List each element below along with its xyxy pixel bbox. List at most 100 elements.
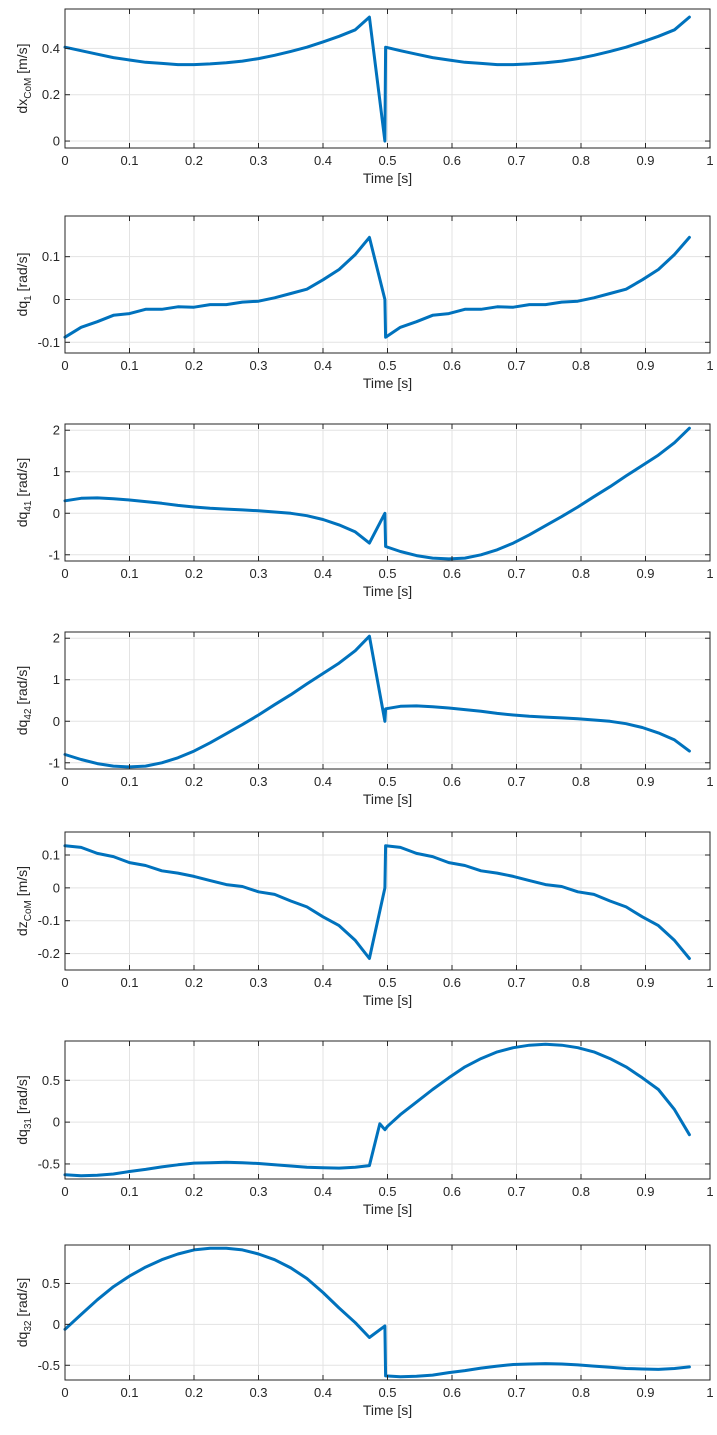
y-axis-label: dq32 [rad/s] <box>14 1278 34 1348</box>
x-tick-label: 0.7 <box>507 975 525 990</box>
y-axis-label: dxCoM [m/s] <box>14 43 34 113</box>
x-tick-label: 0.9 <box>636 1385 654 1400</box>
series-line <box>63 235 691 339</box>
y-tick-label: 0.2 <box>42 87 60 102</box>
x-tick-label: 0.8 <box>572 975 590 990</box>
y-label-unit: [rad/s] <box>14 666 30 709</box>
y-label-subscript: CoM <box>23 900 34 921</box>
x-tick-label: 1 <box>706 1385 713 1400</box>
y-label-base: dx <box>14 99 30 114</box>
x-tick-label: 0.7 <box>507 1385 525 1400</box>
y-tick-label: 0 <box>53 1115 60 1130</box>
x-tick-label: 0.4 <box>314 358 332 373</box>
x-tick-label: 0.3 <box>249 1385 267 1400</box>
x-tick-label: 1 <box>706 153 713 168</box>
x-axis-label: Time [s] <box>363 1402 412 1418</box>
x-tick-label: 0.4 <box>314 1385 332 1400</box>
y-tick-label: 2 <box>53 631 60 646</box>
y-tick-label: -0.5 <box>38 1156 60 1171</box>
x-tick-label: 0.6 <box>443 358 461 373</box>
y-label-base: dz <box>14 921 30 936</box>
x-tick-label: 0.7 <box>507 1184 525 1199</box>
x-tick-label: 0.6 <box>443 566 461 581</box>
x-tick-label: 0.6 <box>443 153 461 168</box>
y-tick-label: 0.4 <box>42 41 60 56</box>
y-tick-label: 0.1 <box>42 848 60 863</box>
x-tick-label: 0.7 <box>507 358 525 373</box>
x-tick-label: 0.9 <box>636 358 654 373</box>
x-axis-label: Time [s] <box>363 791 412 807</box>
y-tick-label: -0.2 <box>38 946 60 961</box>
x-tick-label: 0 <box>61 153 68 168</box>
x-axis-label: Time [s] <box>363 375 412 391</box>
x-tick-label: 0.8 <box>572 153 590 168</box>
series-line <box>63 844 691 960</box>
x-tick-label: 0.6 <box>443 1184 461 1199</box>
y-tick-label: 0.5 <box>42 1073 60 1088</box>
y-label-unit: [rad/s] <box>14 1075 30 1118</box>
x-tick-label: 0 <box>61 566 68 581</box>
y-tick-label: -1 <box>48 547 60 562</box>
x-tick-label: 0.2 <box>185 566 203 581</box>
y-tick-label: 0 <box>53 1317 60 1332</box>
y-label-base: dq <box>14 512 30 528</box>
y-label-unit: [m/s] <box>14 866 30 900</box>
x-tick-label: 0.3 <box>249 358 267 373</box>
x-tick-label: 0.3 <box>249 153 267 168</box>
chart-panel-2: 0 0.1 0.2 0.3 0.4 0.5 0.6 0.7 0.8 0.9 1-0.100.1Tim… <box>14 215 714 391</box>
x-tick-label: 0.4 <box>314 975 332 990</box>
x-axis-label: Time [s] <box>363 583 412 599</box>
x-tick-label: 0.4 <box>314 1184 332 1199</box>
x-tick-label: 0 <box>61 975 68 990</box>
x-tick-label: 0.8 <box>572 774 590 789</box>
x-tick-label: 0.6 <box>443 975 461 990</box>
chart-panel-5: 0 0.1 0.2 0.3 0.4 0.5 0.6 0.7 0.8 0.9 1 -0.2 -0.1 0 0.… <box>14 831 714 1008</box>
x-tick-label: 0 <box>61 1184 68 1199</box>
x-tick-label: 0.1 <box>120 975 138 990</box>
x-axis-label: Time [s] <box>363 1201 412 1217</box>
y-axis-label: dq1 [rad/s] <box>14 253 34 317</box>
chart-panel-7: 0 0.1 0.2 0.3 0.4 0.5 0.6 0.7 0.8 0.9 1-0.500.5Tim… <box>14 1244 714 1418</box>
series-line <box>63 426 691 561</box>
x-tick-label: 0.9 <box>636 774 654 789</box>
x-tick-label: 0.2 <box>185 153 203 168</box>
y-axis-label: dq31 [rad/s] <box>14 1075 34 1145</box>
x-tick-label: 0.2 <box>185 1385 203 1400</box>
x-tick-label: 0.7 <box>507 774 525 789</box>
series-line <box>63 1246 691 1379</box>
x-tick-label: 0.4 <box>314 153 332 168</box>
y-axis-label: dq41 [rad/s] <box>14 458 34 528</box>
y-label-subscript: 32 <box>23 1320 34 1332</box>
y-label-unit: [rad/s] <box>14 253 30 296</box>
x-tick-label: 0.1 <box>120 358 138 373</box>
x-tick-label: 0.9 <box>636 566 654 581</box>
x-tick-label: 0.1 <box>120 1385 138 1400</box>
x-tick-label: 0.5 <box>378 358 396 373</box>
x-tick-label: 0.3 <box>249 975 267 990</box>
x-tick-label: 0.2 <box>185 358 203 373</box>
chart-panel-1: 0 0.1 0.2 0.3 0.4 0.5 0.6 0.7 0.8 0.9 1 0 0.2 0.4 Time… <box>14 8 714 186</box>
x-tick-label: 0.5 <box>378 1385 396 1400</box>
x-tick-label: 0.7 <box>507 153 525 168</box>
x-tick-label: 0 <box>61 1385 68 1400</box>
y-label-subscript: 42 <box>23 708 34 720</box>
x-tick-label: 0.1 <box>120 774 138 789</box>
y-tick-label: 0 <box>53 714 60 729</box>
y-label-base: dq <box>14 1332 30 1348</box>
y-tick-label: 0 <box>53 880 60 895</box>
x-tick-label: 0.1 <box>120 566 138 581</box>
y-tick-label: 2 <box>53 423 60 438</box>
series-line <box>63 634 691 769</box>
y-tick-label: -0.1 <box>38 335 60 350</box>
x-tick-label: 0.1 <box>120 1184 138 1199</box>
x-tick-label: 0 <box>61 358 68 373</box>
y-tick-label: 0 <box>53 506 60 521</box>
y-tick-label: 0.5 <box>42 1276 60 1291</box>
x-tick-label: 0.5 <box>378 153 396 168</box>
x-tick-label: 0.3 <box>249 1184 267 1199</box>
y-label-subscript: CoM <box>23 78 34 99</box>
x-tick-label: 0.3 <box>249 566 267 581</box>
